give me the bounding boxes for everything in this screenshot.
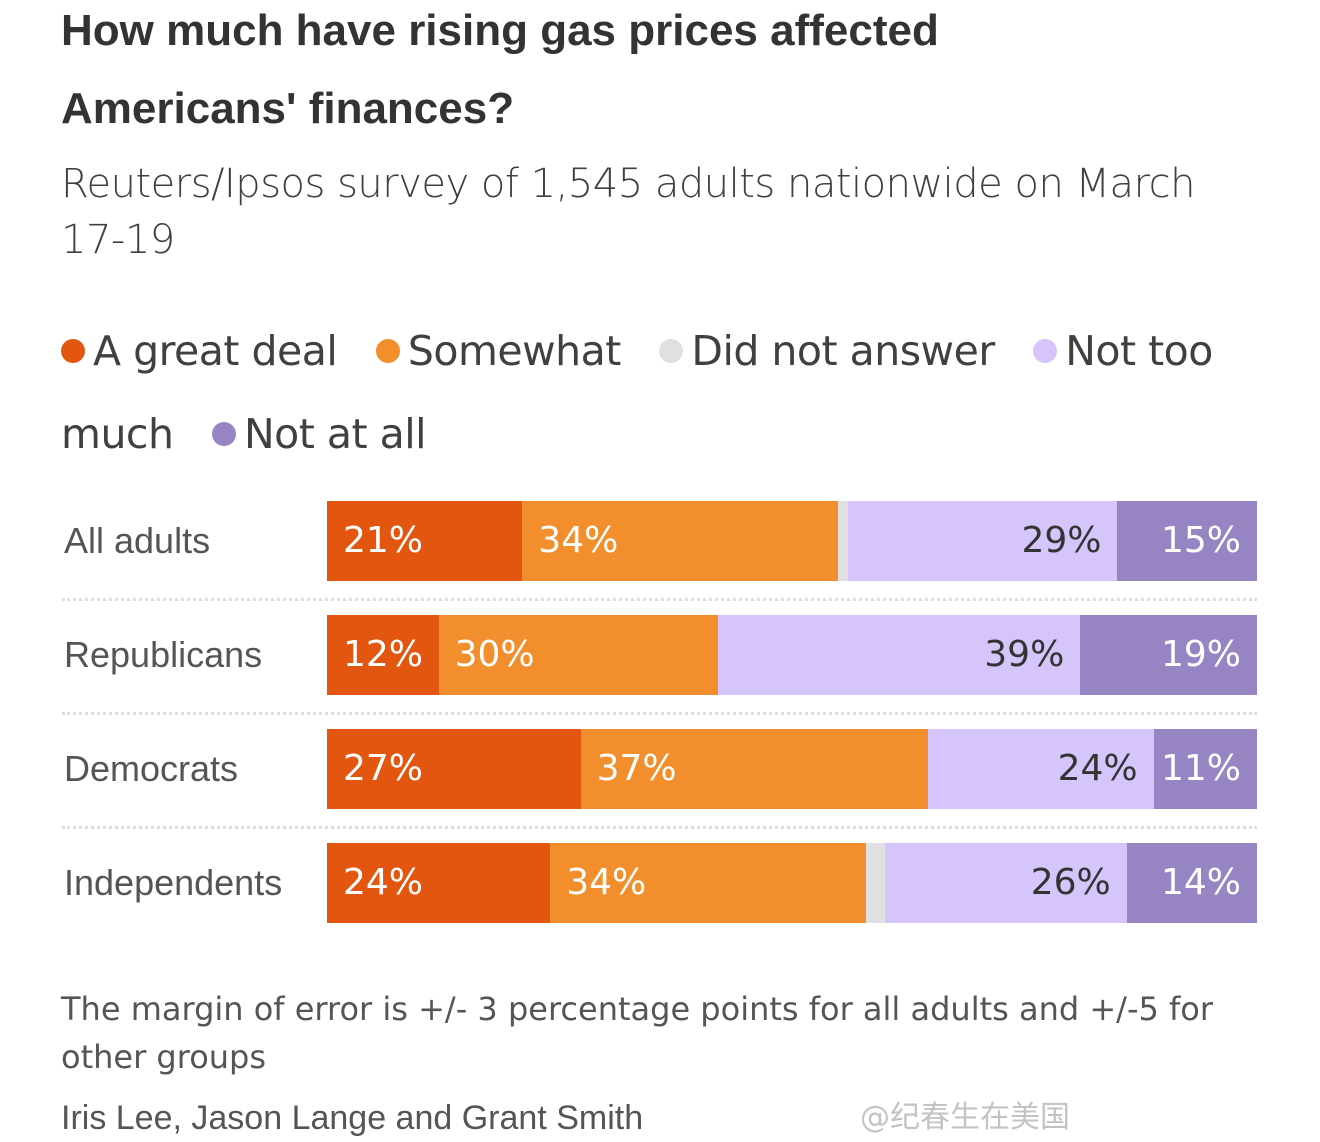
bar-segment: 30% [438, 615, 718, 695]
bar-segment: 21% [327, 501, 523, 581]
data-label: 29% [1021, 520, 1102, 561]
legend-swatch [375, 339, 400, 363]
bar-segment: 24% [327, 843, 551, 923]
legend-label: Somewhat [407, 327, 622, 375]
bar-segment [838, 501, 848, 581]
data-label: 21% [343, 520, 424, 561]
legend-label: A great deal [93, 327, 338, 375]
category-label: Democrats [64, 748, 239, 789]
bar-segment: 11% [1153, 729, 1257, 809]
category-label: Republicans [64, 634, 263, 675]
data-label: 15% [1160, 520, 1241, 561]
bar-segment [866, 843, 885, 923]
category-label: Independents [64, 862, 283, 903]
chart-subtitle: Reuters/Ipsos survey of 1,545 adults nat… [61, 161, 1195, 263]
legend-item: Not at all [212, 410, 427, 458]
bar-segment: 24% [928, 729, 1154, 809]
legend-label: Did not answer [691, 327, 995, 375]
bar-segment: 14% [1126, 843, 1257, 923]
margin-of-error-note: The margin of error is +/- 3 percentage … [61, 990, 1214, 1076]
bar-segment: 12% [327, 615, 439, 695]
data-label: 11% [1160, 748, 1241, 789]
bar-segment: 27% [327, 729, 581, 809]
legend-item: Did not answer [659, 327, 995, 375]
bar-segment: 26% [884, 843, 1127, 923]
stacked-bar: 12% 30% 39% 19% [327, 615, 1257, 695]
bar-segment: 34% [522, 501, 839, 581]
legend: A great deal Somewhat Did not answer Not… [61, 310, 1261, 476]
bar-segment: 39% [717, 615, 1081, 695]
legend-swatch [61, 339, 85, 363]
legend-swatch [659, 339, 684, 363]
data-label: 12% [343, 634, 424, 675]
stacked-bar: 27% 37% 24% 11% [327, 729, 1257, 809]
data-label: 34% [538, 520, 619, 561]
watermark: @纪春生在美国 [860, 1100, 1070, 1135]
data-label: 24% [343, 862, 424, 903]
legend-item: Somewhat [375, 327, 622, 375]
bar-segment: 34% [550, 843, 867, 923]
chart-title: How much have rising gas prices affected… [61, 6, 939, 133]
legend-item: A great deal [61, 327, 338, 375]
category-label: All adults [64, 520, 211, 561]
row-divider [62, 598, 1257, 601]
row-divider [62, 826, 1257, 829]
row-divider [62, 712, 1257, 715]
legend-swatch [1033, 339, 1058, 363]
data-label: 26% [1030, 862, 1111, 903]
legend-label: Not at all [244, 410, 427, 458]
data-label: 14% [1160, 862, 1241, 903]
bar-segment: 29% [847, 501, 1118, 581]
data-label: 24% [1057, 748, 1138, 789]
bar-segment: 37% [580, 729, 929, 809]
legend-item: Not too much [61, 327, 1213, 458]
stacked-bar: 21% 34% 29% 15% [327, 501, 1257, 581]
data-label: 27% [343, 748, 424, 789]
legend-label: Not too much [61, 327, 1213, 458]
data-label: 19% [1160, 634, 1241, 675]
bar-segment: 15% [1117, 501, 1257, 581]
bar-segment: 19% [1080, 615, 1257, 695]
data-label: 34% [566, 862, 647, 903]
credit: Iris Lee, Jason Lange and Grant Smith [61, 1099, 644, 1137]
data-label: 37% [596, 748, 677, 789]
stacked-bar: 24% 34% 26% 14% [327, 843, 1257, 923]
legend-swatch [212, 422, 236, 446]
data-label: 30% [454, 634, 535, 675]
data-label: 39% [984, 634, 1065, 675]
